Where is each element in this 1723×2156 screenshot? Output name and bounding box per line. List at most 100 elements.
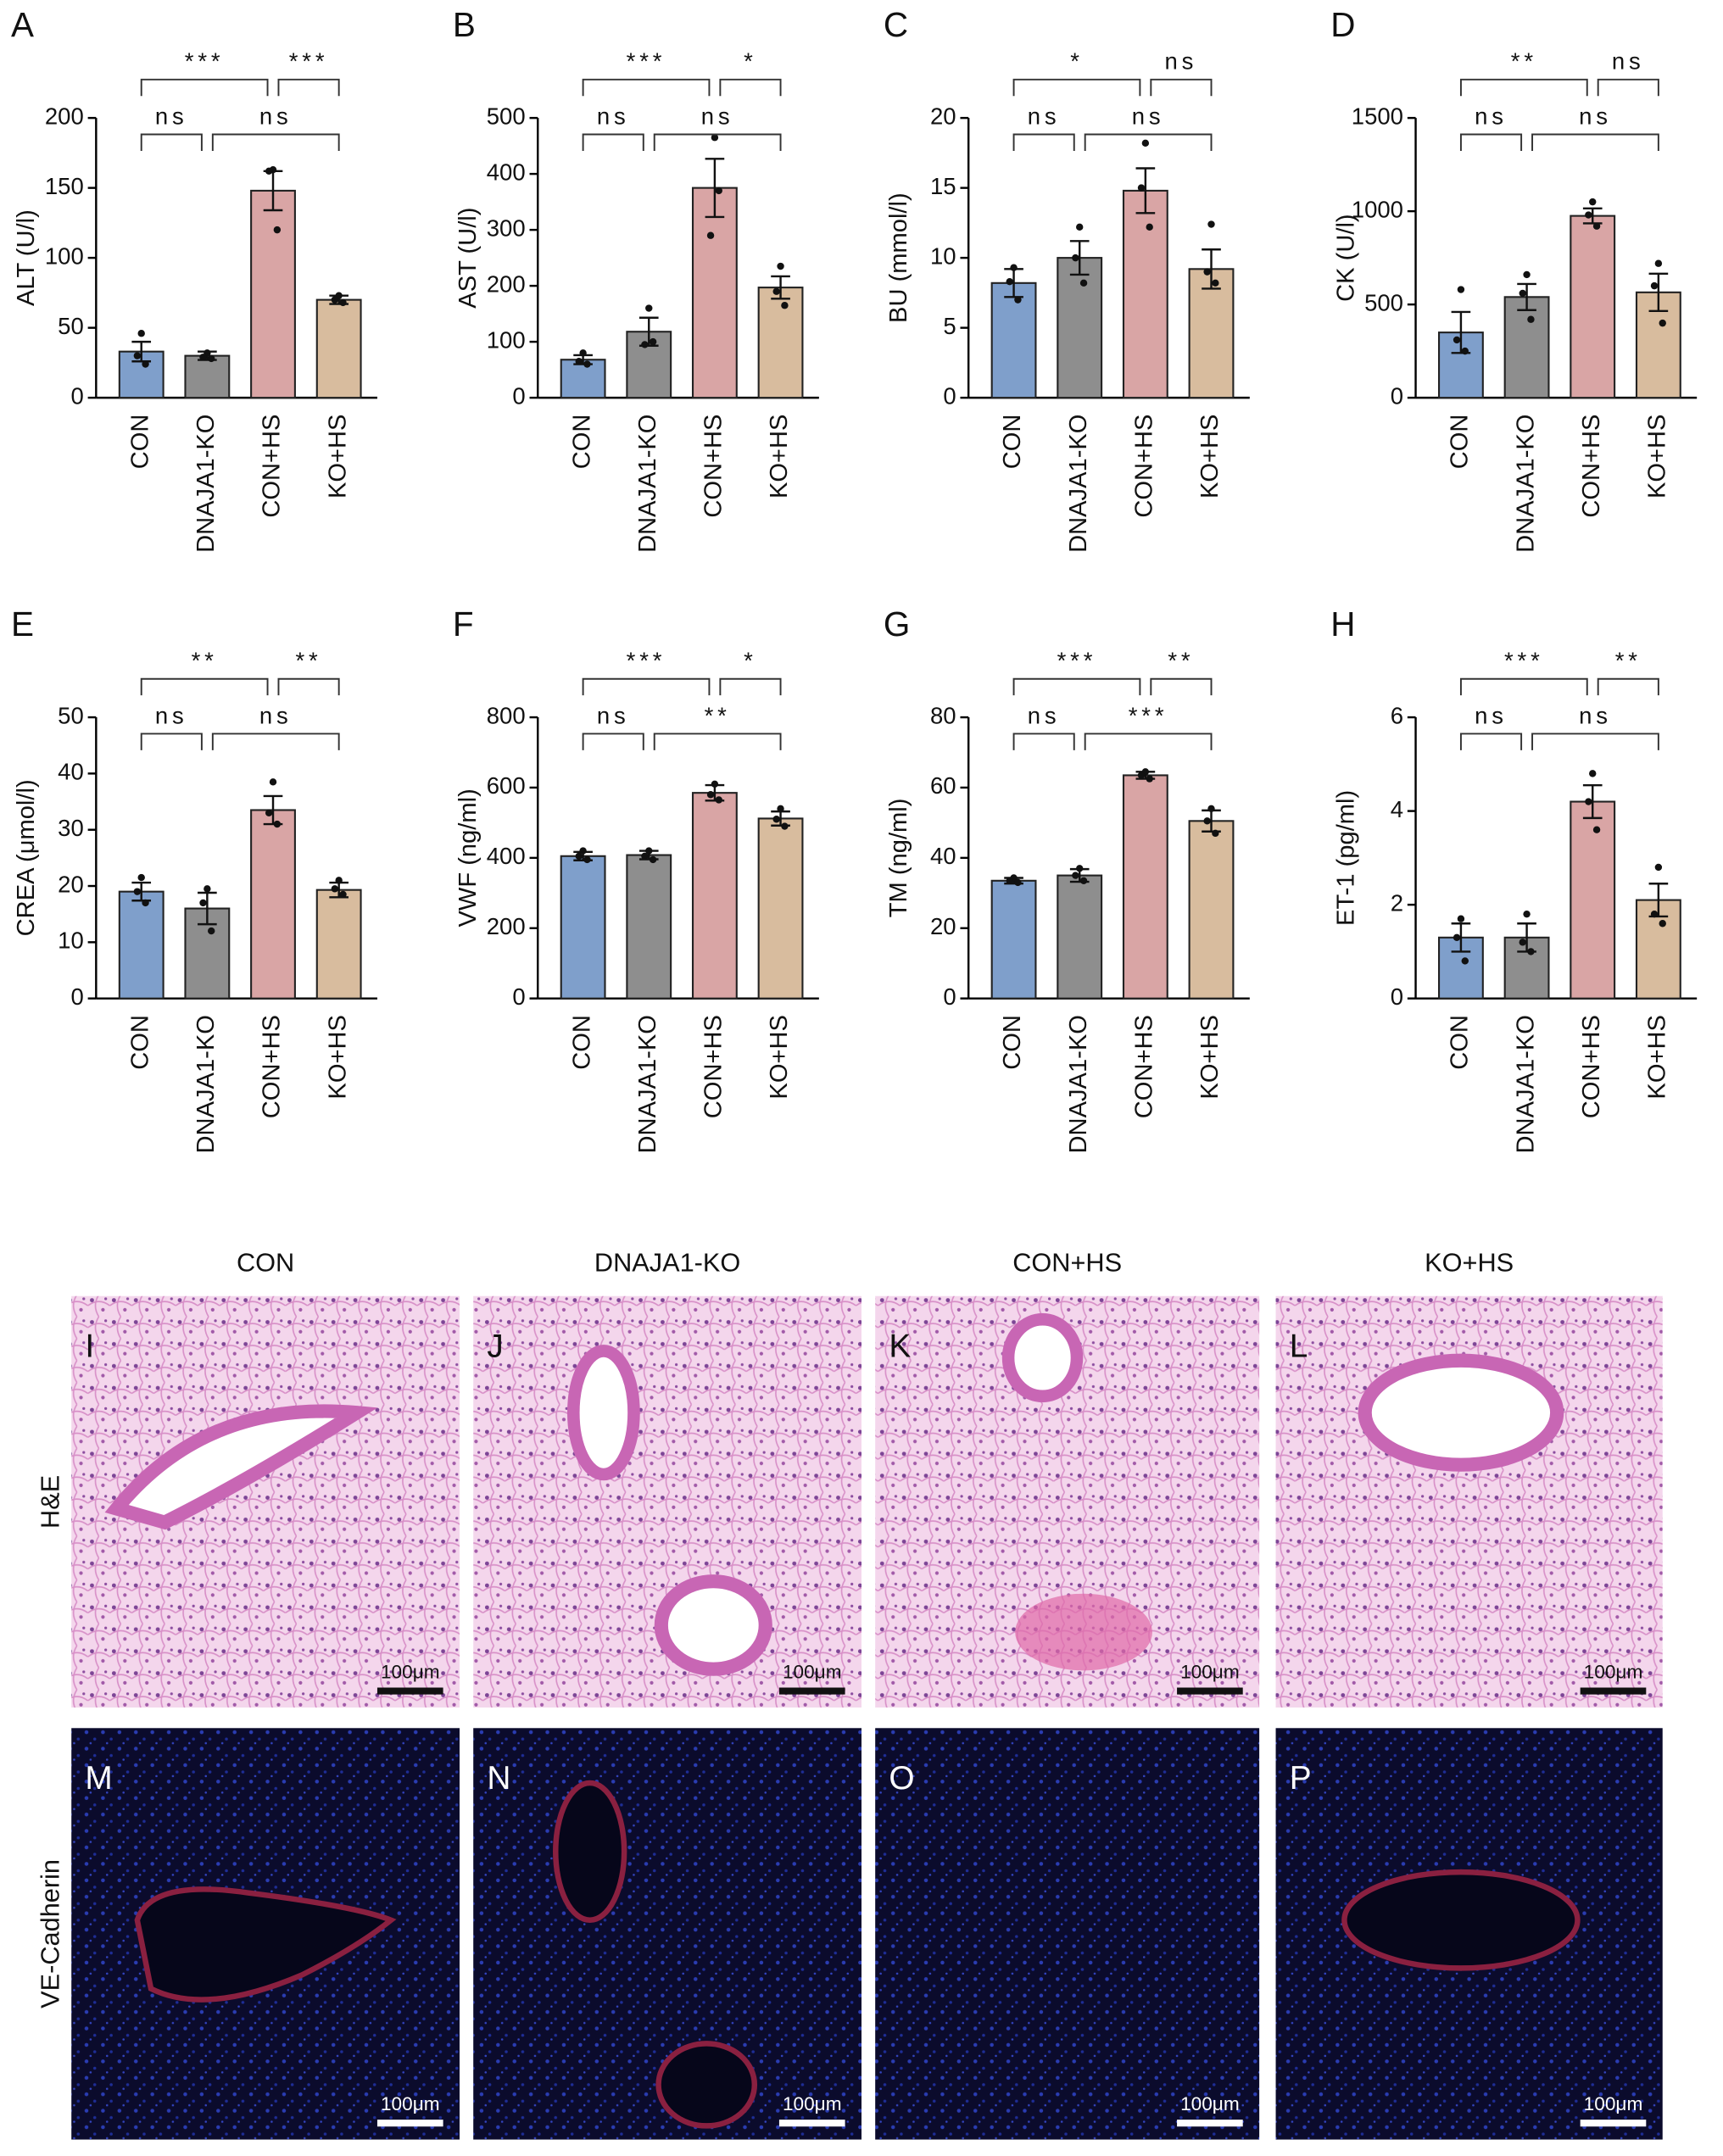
bar: [691, 792, 738, 1000]
scale-bar-label: 100μm: [1180, 1662, 1240, 1683]
significance-bracket: [1459, 677, 1588, 696]
vessel: [1341, 1869, 1581, 1971]
data-point: [777, 262, 784, 270]
lumen: [1358, 1353, 1564, 1472]
data-point: [1519, 289, 1526, 298]
x-tick-label: DNAJA1-KO: [1065, 415, 1092, 553]
significance-bracket: [1459, 78, 1588, 97]
data-point: [137, 330, 145, 337]
y-tick-label: 20: [930, 103, 956, 129]
x-tick-label: KO+HS: [324, 1015, 351, 1100]
significance-label: ns: [1612, 48, 1645, 75]
error-bar: [198, 891, 217, 926]
scale-bar-label: 100μm: [1180, 2093, 1240, 2114]
data-point: [1461, 957, 1469, 965]
error-bar: [131, 340, 152, 363]
data-point: [1589, 770, 1597, 777]
lumen: [654, 1574, 772, 1676]
significance-label: ***: [1504, 648, 1544, 674]
y-tick-label: 200: [487, 913, 526, 939]
data-point: [133, 888, 142, 895]
data-point: [1659, 920, 1666, 928]
significance-bracket: [277, 78, 340, 97]
significance-label: **: [1511, 48, 1537, 75]
y-tick-label: 400: [487, 843, 526, 869]
data-point: [1461, 347, 1469, 355]
data-point: [706, 791, 715, 799]
data-point: [1527, 315, 1535, 323]
data-point: [645, 847, 653, 855]
y-axis-label: ALT (U/l): [13, 209, 40, 306]
panel-letter: O: [889, 1760, 914, 1797]
data-point: [339, 298, 347, 307]
y-tick-label: 5: [943, 313, 956, 339]
y-tick-label: 100: [45, 242, 84, 269]
y-tick-label: 40: [58, 759, 84, 785]
data-point: [265, 809, 273, 817]
y-tick-label: 60: [930, 772, 956, 799]
column-title: KO+HS: [1425, 1248, 1514, 1278]
y-tick-label: 800: [487, 702, 526, 728]
data-point: [199, 354, 207, 361]
scale-bar-label: 100μm: [381, 2093, 440, 2114]
significance-bracket: [277, 677, 340, 696]
significance-label: ns: [1132, 103, 1165, 129]
data-point: [1453, 933, 1461, 942]
error-bar: [1202, 248, 1221, 290]
panel-letter: B: [453, 5, 476, 44]
x-tick-label: DNAJA1-KO: [1512, 1015, 1539, 1153]
data-point: [772, 287, 780, 295]
data-point: [331, 885, 339, 893]
data-point: [137, 873, 145, 882]
data-point: [269, 778, 277, 786]
x-tick-label: KO+HS: [766, 415, 793, 499]
x-tick-label: DNAJA1-KO: [634, 415, 661, 553]
y-tick-label: 0: [70, 983, 83, 1010]
row-label: VE-Cadherin: [36, 1859, 65, 2008]
bar: [990, 281, 1037, 399]
x-tick-label: CON+HS: [700, 415, 728, 518]
significance-bracket: [1459, 133, 1523, 151]
bar: [757, 817, 804, 1000]
bar: [1122, 189, 1168, 399]
panel-letter: L: [1290, 1328, 1308, 1364]
bar: [250, 809, 296, 1000]
data-point: [1076, 865, 1084, 872]
data-point: [1072, 253, 1079, 262]
significance-label: ns: [259, 702, 293, 728]
x-tick-label: KO+HS: [1196, 1015, 1224, 1100]
data-point: [339, 890, 347, 899]
x-tick-label: DNAJA1-KO: [634, 1015, 661, 1153]
x-tick-label: KO+HS: [1196, 415, 1224, 499]
ve-image: [875, 1728, 1260, 2140]
scale-bar-label: 100μm: [783, 1662, 842, 1683]
data-point: [575, 852, 583, 860]
significance-bracket: [1597, 78, 1659, 97]
y-tick-label: 6: [1391, 702, 1403, 728]
x-tick-label: DNAJA1-KO: [192, 1015, 220, 1153]
data-point: [1457, 286, 1465, 293]
x-tick-label: CON: [568, 1015, 595, 1070]
significance-bracket: [1012, 133, 1075, 151]
significance-label: ns: [1475, 103, 1508, 129]
y-axis-label: VWF (ng/ml): [454, 788, 482, 927]
data-point: [335, 877, 343, 884]
panel-letter: E: [11, 604, 34, 643]
significance-label: ns: [1579, 103, 1612, 129]
data-point: [777, 805, 784, 813]
bar-chart: 0 100 200 300 400 500 CON DNAJA1-KO CON+HS KO+HS A…: [453, 5, 819, 553]
significance-bracket: [140, 78, 269, 97]
y-tick-label: 0: [1391, 382, 1403, 409]
significance-label: ns: [597, 103, 630, 129]
row-label: H&E: [36, 1475, 65, 1529]
significance-label: ns: [1165, 48, 1198, 75]
x-tick-label: KO+HS: [1644, 415, 1671, 499]
bar: [757, 287, 804, 399]
significance-bracket: [1459, 733, 1523, 750]
bar: [560, 359, 606, 399]
data-point: [1146, 223, 1153, 231]
x-tick-label: CON+HS: [259, 1015, 286, 1118]
significance-bracket: [1531, 133, 1659, 151]
x-tick-label: CON: [1447, 1015, 1474, 1070]
